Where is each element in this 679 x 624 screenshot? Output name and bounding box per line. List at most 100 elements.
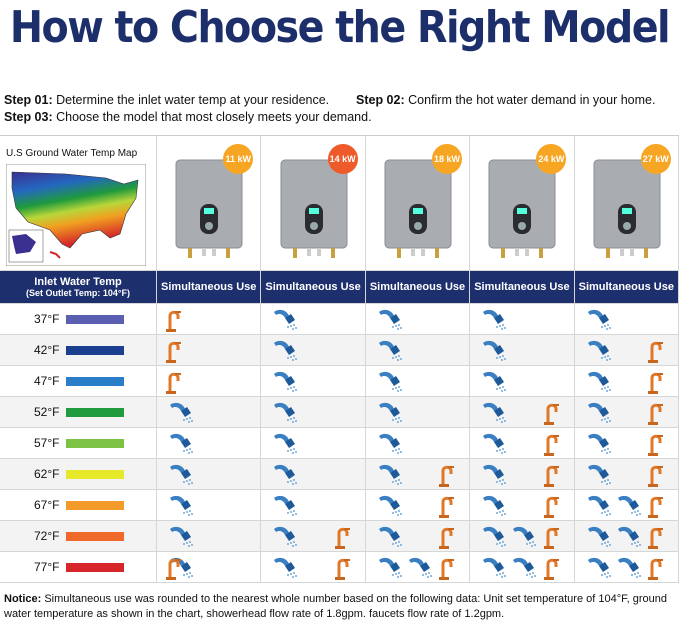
temp-color-bar xyxy=(66,315,124,324)
shower-icon xyxy=(378,526,402,547)
notice: Notice: Simultaneous use was rounded to … xyxy=(4,592,674,622)
faucet-icon xyxy=(334,558,350,580)
step-label: Step 01: xyxy=(4,93,57,107)
use-cell xyxy=(261,366,366,397)
column-label: Simultaneous Use xyxy=(365,271,471,304)
step: Step 02: Confirm the hot water demand in… xyxy=(356,93,655,107)
shower-icon xyxy=(483,340,507,361)
shower-icon xyxy=(408,557,432,578)
faucet-icon xyxy=(543,527,559,549)
shower-icon xyxy=(483,464,507,485)
use-cell xyxy=(574,428,679,459)
model-badge: 24 kW xyxy=(536,144,567,174)
use-cell xyxy=(261,397,366,428)
column-label: Simultaneous Use xyxy=(157,271,262,304)
use-cell xyxy=(157,459,262,490)
shower-icon xyxy=(587,526,611,547)
temp-color-bar xyxy=(66,532,124,541)
faucet-icon xyxy=(647,372,663,394)
use-cell xyxy=(365,490,471,521)
temp-color-bar xyxy=(66,563,124,572)
shower-icon xyxy=(274,526,298,547)
use-cell xyxy=(365,335,471,366)
use-cell xyxy=(261,304,366,335)
use-cell xyxy=(574,459,679,490)
faucet-icon xyxy=(647,403,663,425)
use-cell xyxy=(574,335,679,366)
model-badge: 11 kW xyxy=(223,144,254,174)
temp-label: 57°F xyxy=(34,436,60,450)
faucet-icon xyxy=(647,558,663,580)
use-cell xyxy=(365,428,471,459)
use-cell xyxy=(157,521,262,552)
shower-icon xyxy=(274,557,298,578)
shower-icon xyxy=(587,340,611,361)
shower-icon xyxy=(170,433,193,454)
faucet-icon xyxy=(647,465,663,487)
faucet-icon xyxy=(647,434,663,456)
map xyxy=(6,164,146,266)
temp-label: 42°F xyxy=(34,343,60,357)
faucet-icon xyxy=(543,403,559,425)
model-cell: 11 kW xyxy=(157,136,262,271)
use-cell xyxy=(157,397,262,428)
temp-cell: 77°F xyxy=(0,552,157,583)
heater-image xyxy=(175,159,243,258)
heater-image xyxy=(593,159,661,258)
faucet-icon xyxy=(334,527,350,549)
temp-label: 37°F xyxy=(34,312,60,326)
use-cell xyxy=(470,397,575,428)
use-cell xyxy=(470,521,575,552)
step-label: Step 03: xyxy=(4,110,57,124)
use-cell xyxy=(157,304,262,335)
temp-cell: 72°F xyxy=(0,521,157,552)
shower-icon xyxy=(587,371,611,392)
faucet-icon xyxy=(166,341,181,363)
header-title: Inlet Water Temp xyxy=(34,276,122,288)
heater-image xyxy=(488,159,556,258)
faucet-icon xyxy=(543,558,559,580)
step: Step 03: Choose the model that most clos… xyxy=(4,110,372,124)
use-cell xyxy=(470,304,575,335)
shower-icon xyxy=(378,433,402,454)
use-cell xyxy=(261,552,366,583)
shower-icon xyxy=(513,557,537,578)
shower-icon xyxy=(170,495,193,516)
model-table: U.S Ground Water Temp Map 11 kW Simultane… xyxy=(0,135,679,586)
use-cell xyxy=(261,335,366,366)
temp-color-bar xyxy=(66,470,124,479)
shower-icon xyxy=(483,402,507,423)
faucet-icon xyxy=(439,558,455,580)
use-cell xyxy=(574,397,679,428)
use-cell xyxy=(157,428,262,459)
step-text: Confirm the hot water demand in your hom… xyxy=(408,93,656,107)
use-cell xyxy=(574,521,679,552)
use-cell xyxy=(470,490,575,521)
shower-icon xyxy=(378,309,402,330)
use-cell xyxy=(574,552,679,583)
notice-label: Notice: xyxy=(4,593,45,605)
heater-image xyxy=(280,159,348,258)
shower-icon xyxy=(378,464,402,485)
shower-icon xyxy=(274,371,298,392)
shower-icon xyxy=(274,433,298,454)
shower-icon xyxy=(587,402,611,423)
temp-cell: 47°F xyxy=(0,366,157,397)
shower-icon xyxy=(274,495,298,516)
shower-icon xyxy=(378,340,402,361)
faucet-icon xyxy=(543,496,559,518)
use-cell xyxy=(365,521,471,552)
shower-icon xyxy=(274,340,298,361)
map-title: U.S Ground Water Temp Map xyxy=(6,148,138,159)
temp-cell: 62°F xyxy=(0,459,157,490)
use-cell xyxy=(574,490,679,521)
use-cell xyxy=(261,459,366,490)
model-cell: 14 kW xyxy=(261,136,366,271)
column-label: Simultaneous Use xyxy=(470,271,575,304)
faucet-icon xyxy=(647,341,663,363)
faucet-icon xyxy=(166,310,181,332)
heater-image xyxy=(384,159,452,258)
faucet-icon xyxy=(439,496,455,518)
shower-icon xyxy=(274,402,298,423)
